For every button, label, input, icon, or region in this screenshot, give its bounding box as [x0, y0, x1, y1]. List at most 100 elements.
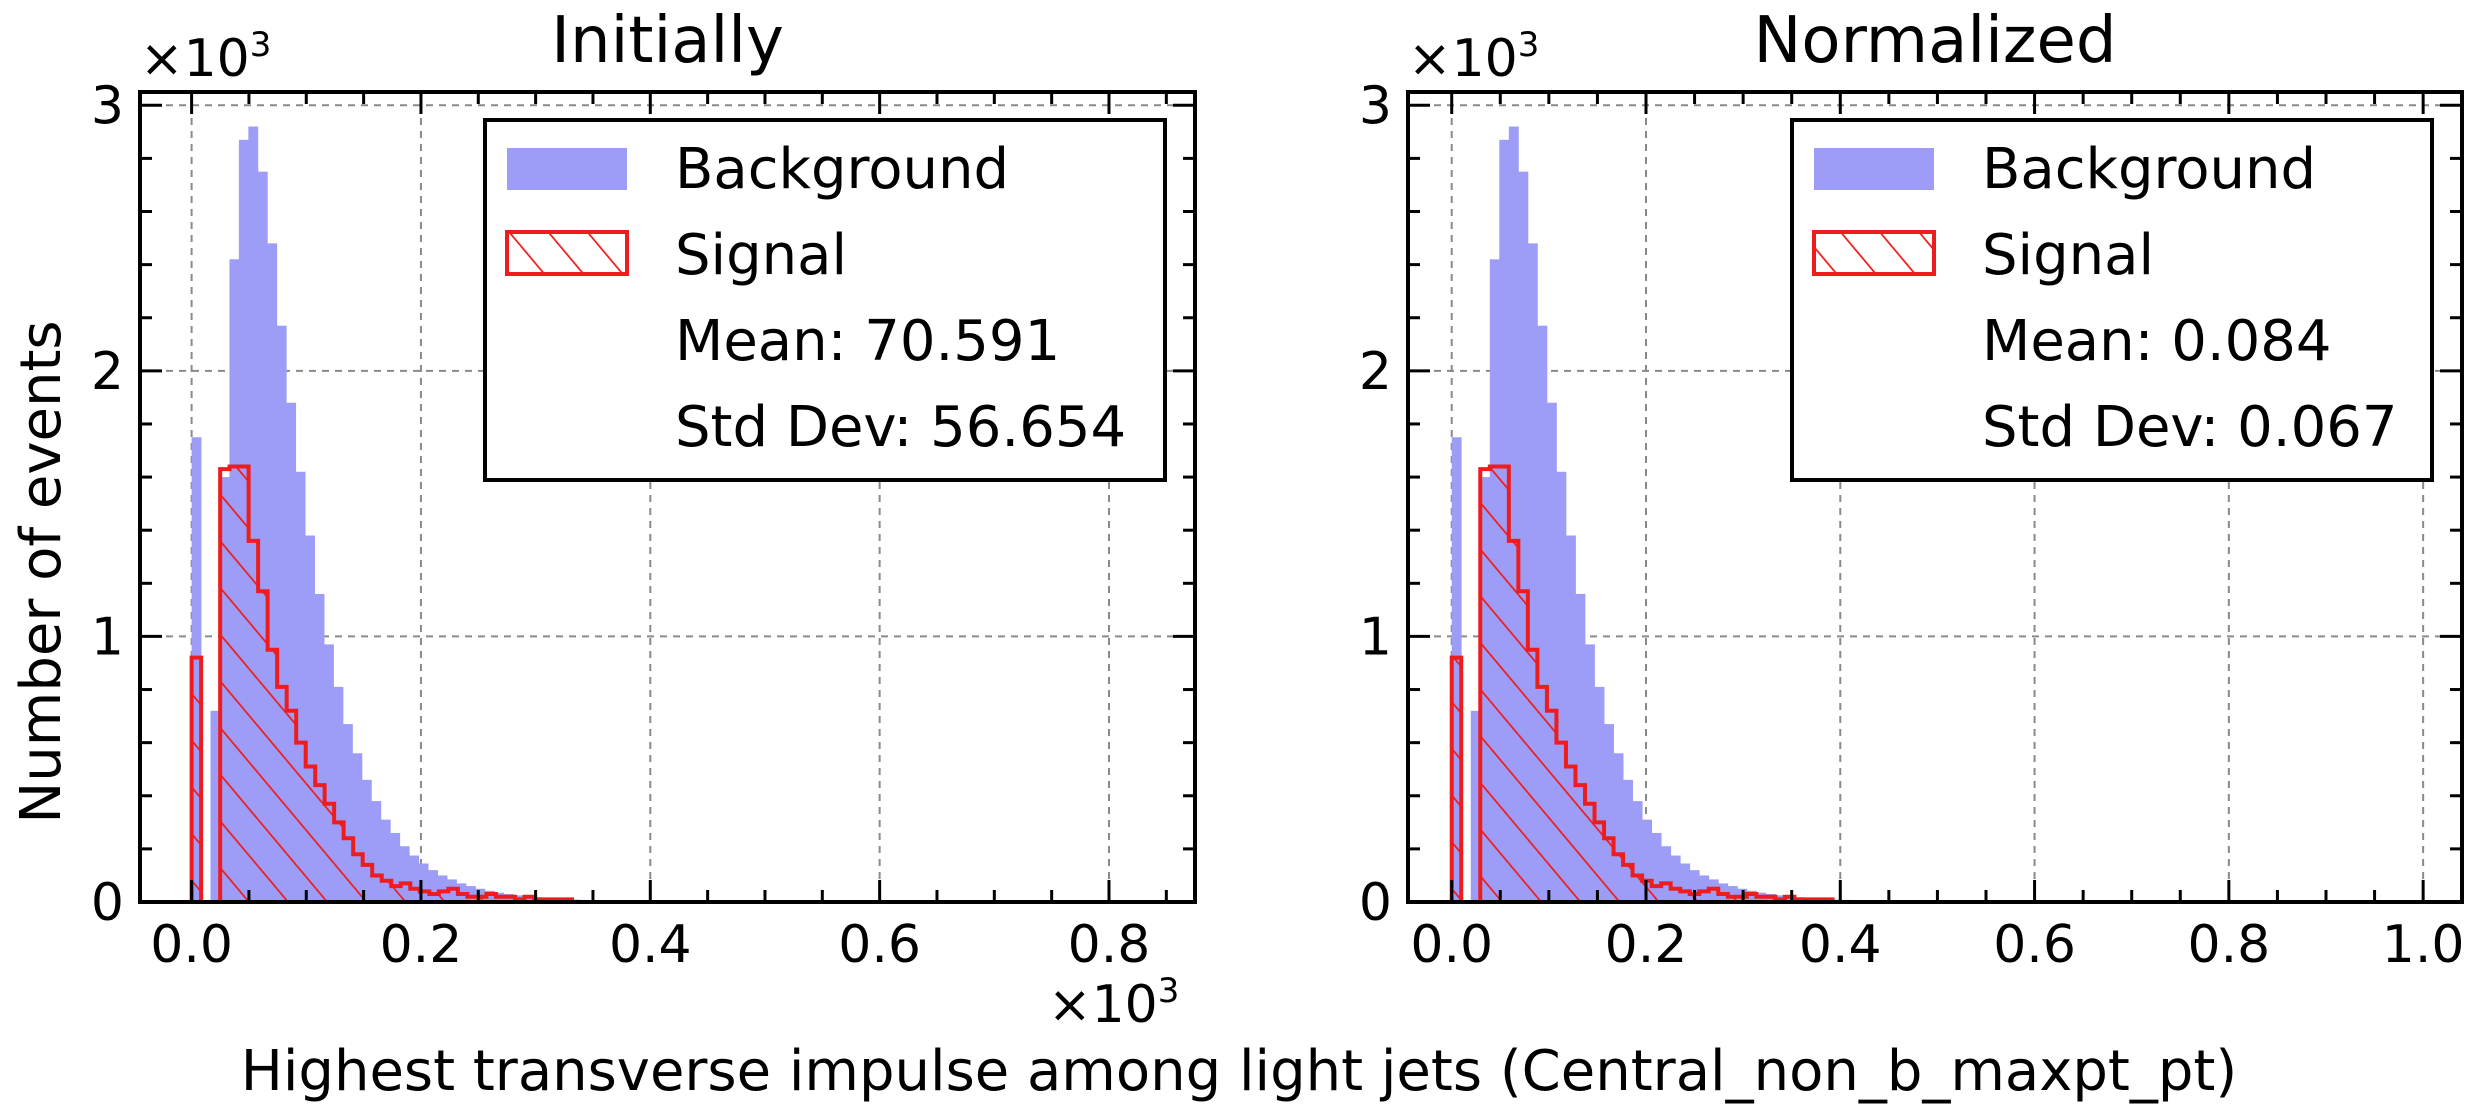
background-bar	[352, 753, 363, 902]
legend-normalized: Background Signal Mean: 0.084 Std Dev: 0…	[1790, 118, 2434, 482]
signal-bar	[486, 894, 496, 902]
plot-frame-normalized	[1406, 90, 2464, 904]
signal-bar	[1699, 891, 1709, 902]
signal-bar	[229, 466, 249, 902]
background-bar	[418, 863, 429, 902]
legend-std-dev: Std Dev: 0.067	[1982, 395, 2398, 460]
background-bar	[1642, 819, 1653, 902]
background-bar	[257, 171, 268, 903]
background-bar	[428, 870, 438, 902]
x-tick-label: 1.0	[2382, 915, 2465, 975]
background-bar	[248, 126, 259, 902]
background-bar	[1584, 644, 1595, 902]
background-bar	[1613, 753, 1624, 902]
panel-normalized: Normalized ×103 0.0 0.2 0.4 0.6 0.8 1.0 0123 …	[1359, 4, 2465, 975]
signal-bar	[1489, 466, 1509, 902]
signal-bar	[476, 896, 487, 902]
signal-bar	[1565, 766, 1576, 902]
background-bar	[1727, 886, 1738, 902]
background-bar	[286, 402, 297, 902]
signal-bar	[353, 854, 363, 902]
y-tick-label: 0	[91, 873, 124, 933]
x-tick-labels-normalized: 0.0 0.2 0.4 0.6 0.8 1.0	[1410, 915, 2464, 975]
signal-bar	[429, 894, 439, 902]
background-bar	[1651, 832, 1662, 902]
background-bar	[1623, 779, 1633, 902]
signal-bar	[220, 469, 230, 902]
background-bar	[1556, 471, 1567, 902]
background-bar	[1508, 126, 1519, 902]
signal-bar	[362, 864, 373, 902]
signal-outline	[189, 464, 575, 904]
background-bar	[409, 855, 420, 902]
signal-bar	[1756, 896, 1766, 902]
signal-bar	[1708, 888, 1719, 902]
background-bar	[399, 846, 410, 902]
x-tick-label: 0.4	[1799, 915, 1882, 975]
x-tick-label: 0.2	[380, 915, 463, 975]
background-bar	[380, 819, 391, 902]
signal-bar	[448, 888, 458, 902]
y-tick-label: 1	[1359, 607, 1392, 667]
background-bar	[276, 325, 287, 902]
signal-bar	[1670, 888, 1681, 902]
y-tick-label: 2	[1359, 342, 1392, 402]
signal-bar	[277, 686, 287, 902]
y-tick-label: 3	[91, 76, 124, 136]
signal-bar	[324, 803, 335, 902]
x-axis-label: Highest transverse impulse among light j…	[241, 1039, 2237, 1104]
background-bar	[1575, 593, 1586, 902]
legend-background-label: Background	[1982, 137, 2316, 202]
x-tick-label: 0.0	[1410, 915, 1493, 975]
x-tick-label: 0.6	[1993, 915, 2076, 975]
signal-bar	[315, 785, 325, 902]
signal-bar	[410, 888, 420, 902]
y-tick-label: 2	[91, 342, 124, 402]
legend-signal-swatch	[1812, 230, 1936, 276]
legend-std-dev: Std Dev: 56.654	[675, 395, 1126, 460]
signal-bar	[1451, 657, 1462, 902]
y-multiplier-normalized: ×103	[1408, 25, 1539, 89]
legend-background-swatch	[1814, 148, 1934, 190]
background-bar	[390, 832, 401, 902]
signal-bar	[1623, 864, 1633, 902]
signal-bar	[1651, 886, 1662, 902]
signal-bar	[1584, 803, 1595, 902]
plot-frame-initially	[138, 90, 1197, 904]
signal-bar	[495, 896, 506, 902]
signal-bar	[505, 896, 515, 902]
x-tick-label: 0.4	[609, 915, 692, 975]
y-tick-label: 0	[1359, 873, 1392, 933]
background-bar	[1565, 535, 1576, 902]
y-tick-label: 3	[1359, 76, 1392, 136]
background-bar	[305, 535, 315, 902]
signal-bar	[296, 742, 306, 902]
signal-bar	[286, 710, 297, 902]
x-tick-label: 0.6	[838, 915, 921, 975]
signal-bar	[1527, 649, 1538, 902]
background-bar	[1527, 243, 1538, 902]
signal-bar	[258, 591, 268, 902]
legend-mean: Mean: 0.084	[1982, 309, 2332, 374]
background-bar	[361, 779, 372, 902]
background-bar	[465, 886, 476, 902]
signal-bar	[391, 886, 401, 902]
signal-bar	[1784, 896, 1795, 902]
signal-bar	[1680, 891, 1690, 902]
signal-bar	[1604, 838, 1614, 902]
background-bar	[210, 710, 221, 902]
y-multiplier-initially: ×103	[140, 25, 271, 89]
background-bar	[314, 593, 325, 902]
signal-bar	[1518, 591, 1528, 902]
signal-bar	[419, 891, 430, 902]
y-tick-labels-normalized: 0 1 2 3	[1359, 76, 1392, 933]
background-bar	[1670, 855, 1681, 902]
signal-bar	[191, 657, 202, 902]
panel-initially: Initially ×103 0.0 0.2 0.4 0.6 0.8 0 1 2 3 Back…	[91, 4, 1197, 975]
y-axis-label: Number of events	[9, 320, 74, 823]
background-bar	[295, 471, 306, 902]
legend-background-label: Background	[675, 137, 1009, 202]
signal-bar	[1594, 822, 1605, 902]
signal-bar	[524, 896, 535, 902]
